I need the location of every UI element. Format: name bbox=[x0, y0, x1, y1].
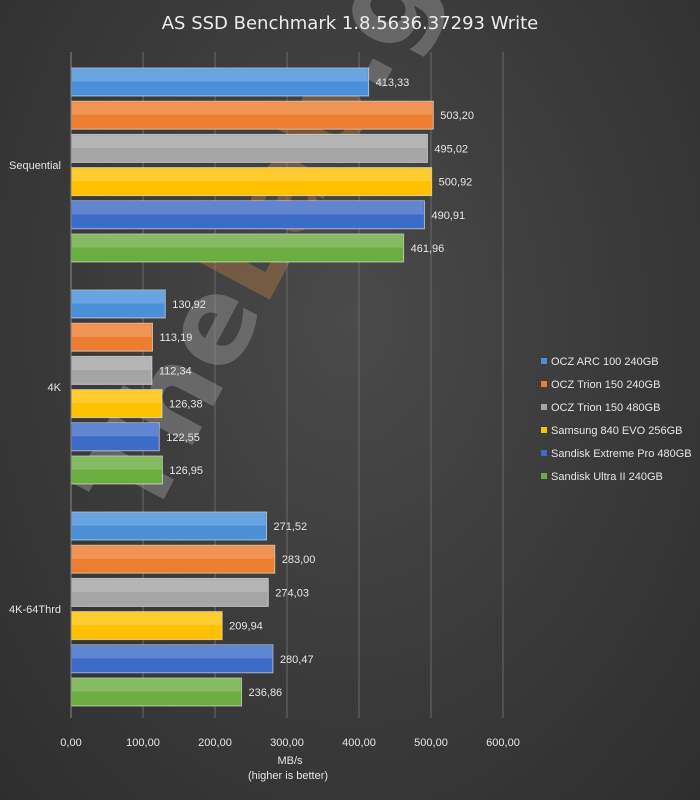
bar-value-label: 461,96 bbox=[411, 243, 445, 255]
bar bbox=[70, 233, 405, 263]
legend-entry: Sandisk Ultra II 240GB bbox=[551, 471, 663, 483]
legend-entry: Samsung 840 EVO 256GB bbox=[551, 425, 682, 437]
bar-highlight bbox=[72, 291, 165, 304]
bar-highlight bbox=[72, 423, 159, 437]
bar bbox=[70, 322, 153, 352]
bars: 413,33 503,20 495,02 500,92 490,91 461,96 130,… bbox=[70, 67, 474, 707]
bar-highlight bbox=[72, 324, 152, 337]
x-axis-note: (higher is better) bbox=[248, 770, 328, 782]
bar-highlight bbox=[72, 457, 162, 470]
bar-value-label: 130,92 bbox=[172, 299, 206, 311]
x-tick-label: 500,00 bbox=[414, 737, 448, 749]
category-label: 4K bbox=[48, 382, 62, 394]
legend-swatch bbox=[541, 381, 547, 387]
bar-highlight bbox=[72, 645, 272, 659]
bar bbox=[70, 200, 425, 230]
bar-value-label: 126,95 bbox=[169, 465, 203, 477]
bar-highlight bbox=[72, 579, 268, 592]
category-label: Sequential bbox=[9, 160, 61, 172]
x-tick-label: 100,00 bbox=[126, 737, 160, 749]
x-tick-label: 0,00 bbox=[60, 737, 81, 749]
legend-swatch bbox=[541, 358, 547, 364]
bar-value-label: 112,34 bbox=[159, 365, 192, 377]
bar-highlight bbox=[72, 612, 222, 626]
bar-value-label: 495,02 bbox=[434, 143, 468, 155]
bar-highlight bbox=[72, 235, 403, 248]
bar bbox=[70, 167, 433, 197]
bar-value-label: 500,92 bbox=[439, 177, 473, 189]
legend-entry: Sandisk Extreme Pro 480GB bbox=[551, 448, 692, 460]
bar-value-label: 271,52 bbox=[273, 521, 307, 533]
bar bbox=[70, 100, 434, 130]
bar bbox=[70, 577, 269, 607]
bar bbox=[70, 544, 276, 574]
legend-swatch bbox=[541, 427, 547, 433]
bar bbox=[70, 389, 163, 419]
bar-highlight bbox=[72, 135, 427, 148]
legend-entry: OCZ Trion 150 240GB bbox=[551, 379, 660, 391]
bar bbox=[70, 455, 163, 485]
x-tick-label: 400,00 bbox=[342, 737, 376, 749]
bar-highlight bbox=[72, 168, 431, 182]
x-tick-label: 300,00 bbox=[270, 737, 304, 749]
bar-highlight bbox=[72, 546, 274, 559]
bar-highlight bbox=[72, 69, 368, 82]
bar bbox=[70, 611, 223, 641]
bar-value-label: 490,91 bbox=[431, 210, 465, 222]
bar-highlight bbox=[72, 102, 433, 115]
bar-highlight bbox=[72, 679, 241, 692]
bar-value-label: 126,38 bbox=[169, 399, 203, 411]
bar-highlight bbox=[72, 357, 151, 370]
bar-value-label: 283,00 bbox=[282, 554, 316, 566]
legend-swatch bbox=[541, 404, 547, 410]
bar-value-label: 122,55 bbox=[166, 432, 200, 444]
bar bbox=[70, 511, 267, 541]
legend-swatch bbox=[541, 473, 547, 479]
legend-swatch bbox=[541, 450, 547, 456]
bar-value-label: 280,47 bbox=[280, 654, 314, 666]
bar-value-label: 274,03 bbox=[275, 587, 309, 599]
bar-value-label: 209,94 bbox=[229, 621, 263, 633]
axes: 0,00 100,00 200,00 300,00 400,00 500,00 600,00… bbox=[9, 52, 520, 749]
legend-entry: OCZ ARC 100 240GB bbox=[551, 356, 659, 368]
bar-highlight bbox=[72, 513, 266, 526]
x-tick-label: 200,00 bbox=[198, 737, 232, 749]
x-tick-label: 600,00 bbox=[486, 737, 520, 749]
bar-highlight bbox=[72, 390, 161, 404]
bar-value-label: 236,86 bbox=[249, 687, 283, 699]
bar-highlight bbox=[72, 201, 424, 215]
bar-value-label: 503,20 bbox=[440, 110, 474, 122]
category-label: 4K-64Thrd bbox=[9, 604, 61, 616]
x-axis-label: MB/s bbox=[277, 755, 303, 767]
bar-value-label: 113,19 bbox=[159, 332, 192, 344]
legend: OCZ ARC 100 240GB OCZ Trion 150 240GB OCZ … bbox=[541, 356, 692, 483]
chart-title: AS SSD Benchmark 1.8.5636.37293 Write bbox=[162, 13, 539, 34]
bar bbox=[70, 355, 153, 385]
legend-entry: OCZ Trion 150 480GB bbox=[551, 402, 660, 414]
grid-lines bbox=[142, 52, 504, 718]
bar-value-label: 413,33 bbox=[376, 77, 410, 89]
